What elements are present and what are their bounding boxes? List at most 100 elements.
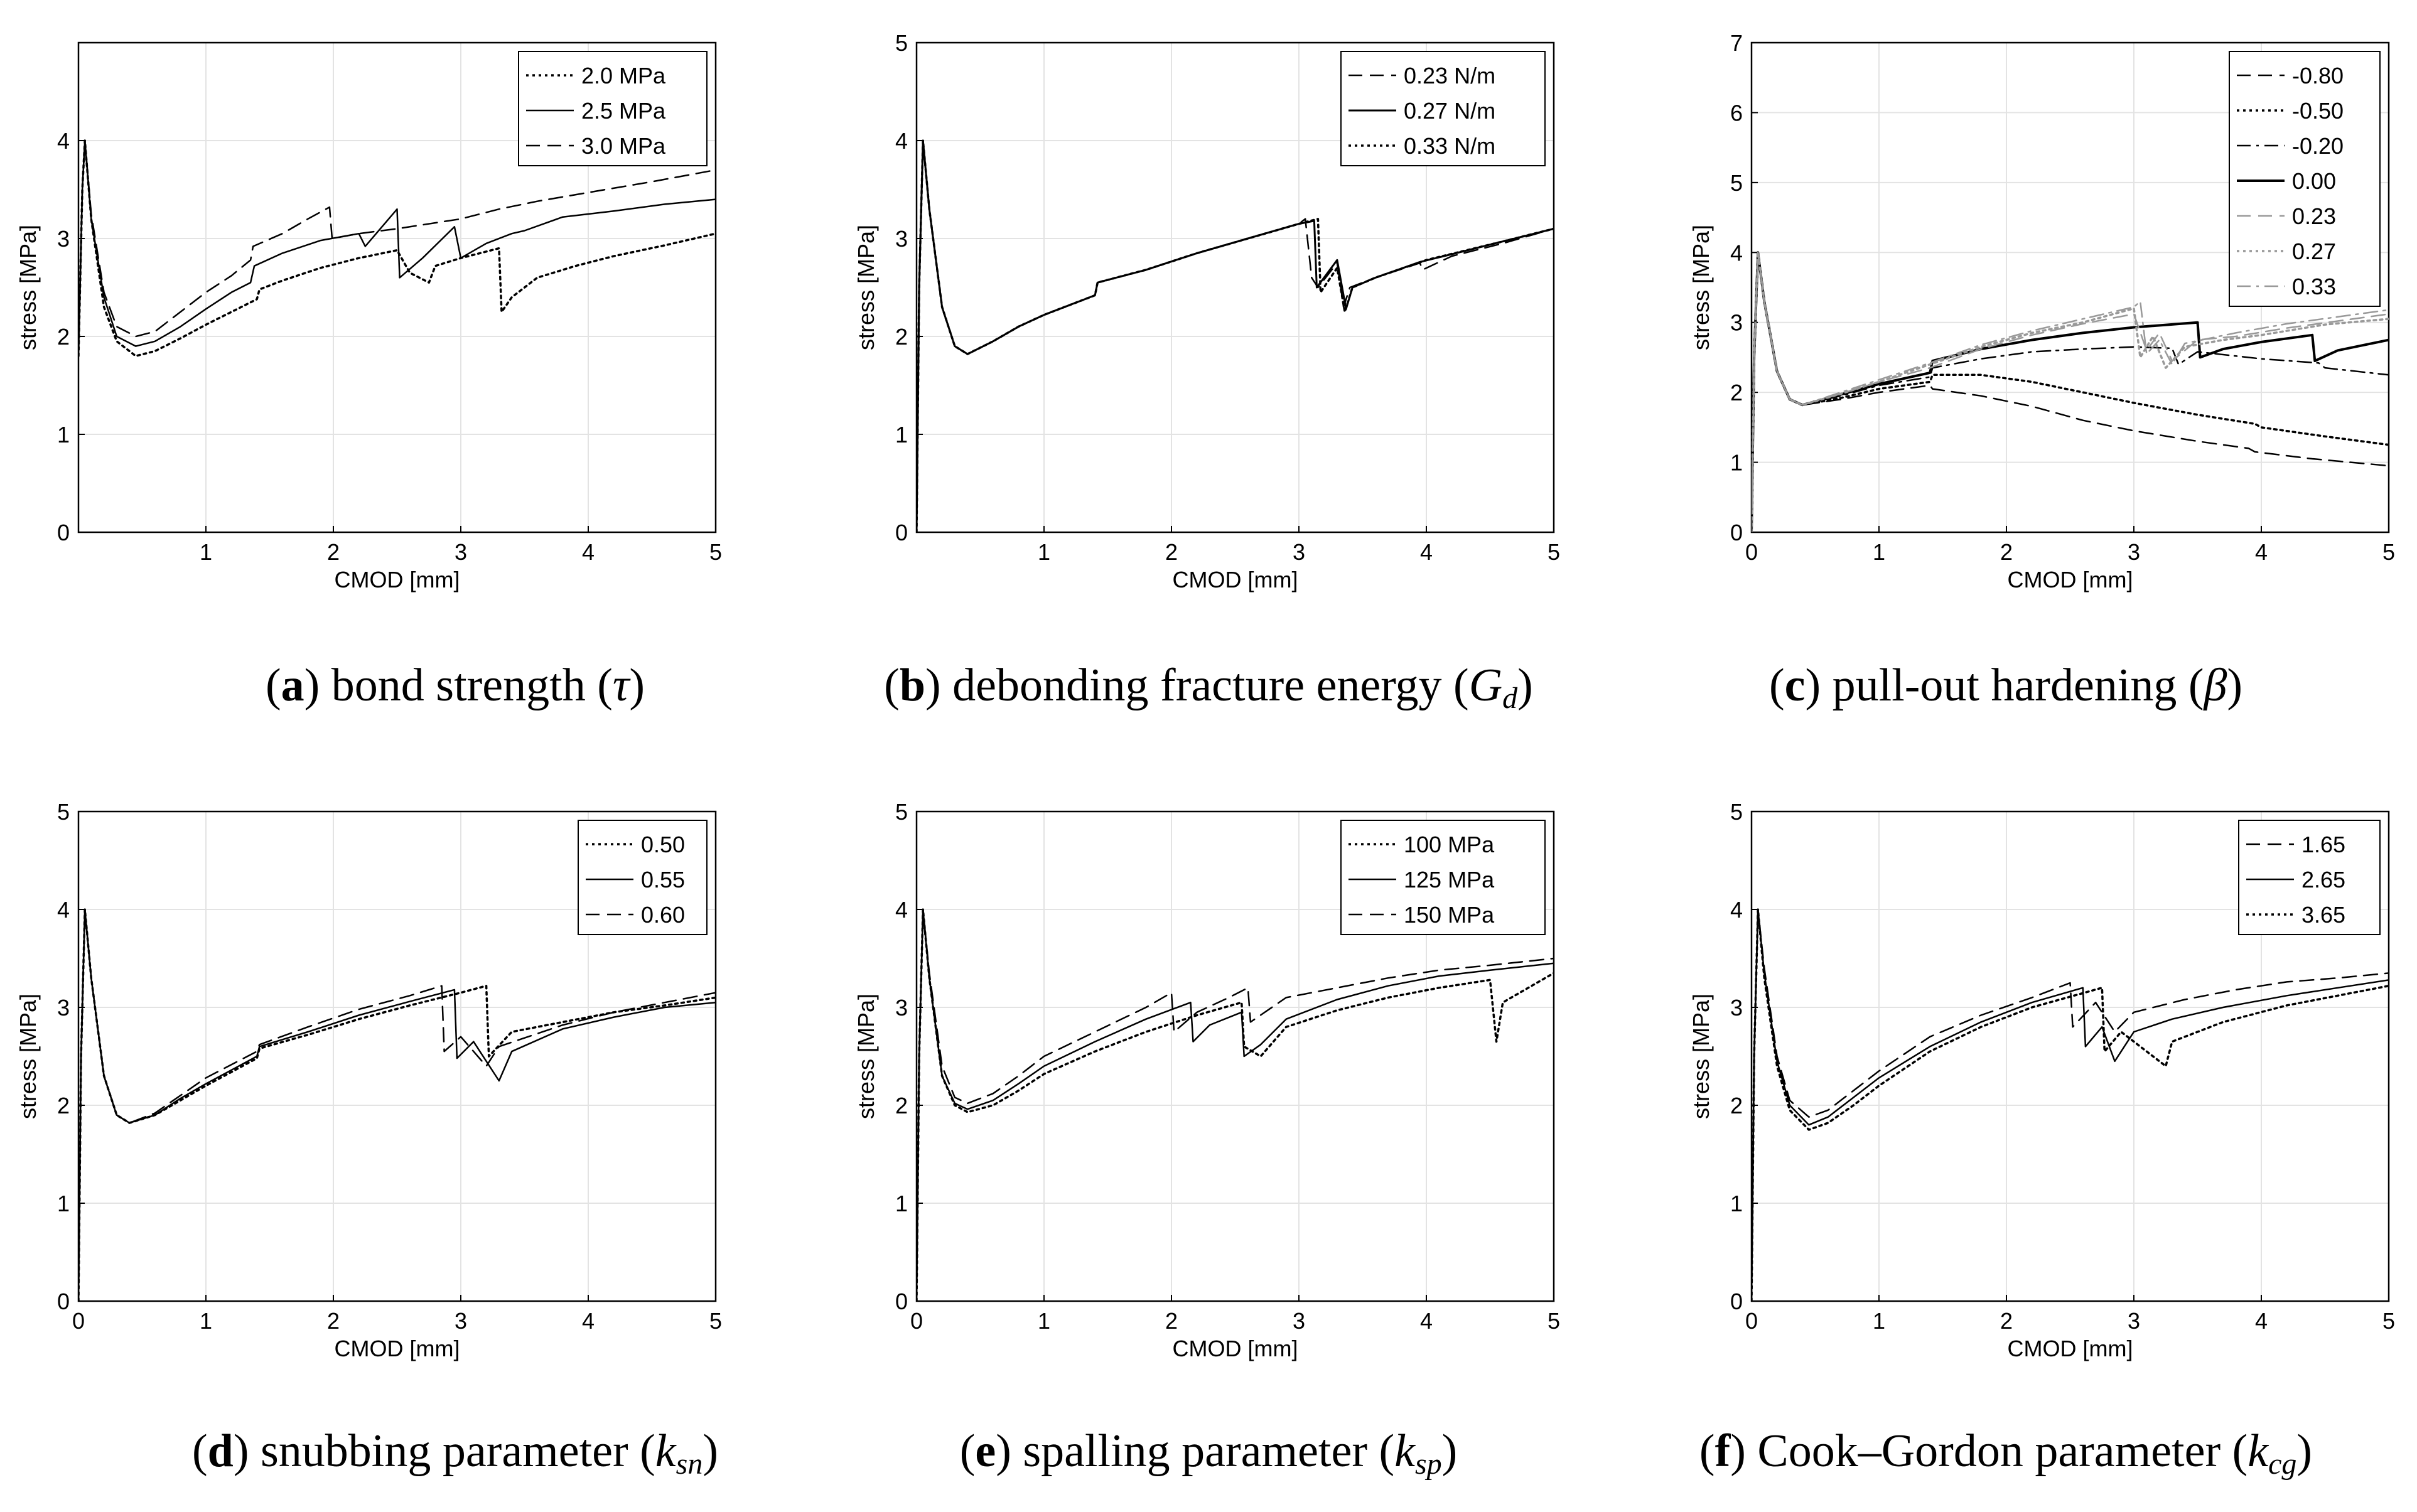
- series-group: [917, 908, 1554, 1301]
- caption-text: spalling parameter (: [1011, 1425, 1395, 1477]
- y-tick-label: 4: [895, 128, 908, 154]
- caption-d: (d) snubbing parameter (ksn): [63, 1425, 848, 1481]
- y-tick-label: 4: [895, 897, 908, 923]
- caption-symbol: k: [655, 1425, 676, 1477]
- x-tick-label: 3: [455, 1308, 467, 1334]
- x-tick-label: 3: [1293, 539, 1305, 565]
- x-tick-label: 1: [1038, 539, 1050, 565]
- x-tick-label: 1: [1873, 539, 1885, 565]
- y-tick-label: 4: [1730, 240, 1743, 265]
- caption-open: (: [192, 1425, 208, 1477]
- series-line: [78, 139, 716, 357]
- caption-text: bond strength (: [320, 660, 613, 711]
- series-line: [78, 139, 716, 357]
- legend-label: 2.65: [2301, 867, 2345, 893]
- series-line: [1752, 908, 2389, 1301]
- series-group: [1752, 251, 2389, 532]
- y-tick-label: 2: [895, 324, 908, 350]
- x-tick-label: 5: [709, 539, 722, 565]
- x-tick-label: 5: [2382, 1308, 2395, 1334]
- x-tick-label: 4: [1420, 539, 1433, 565]
- caption-symbol: k: [1394, 1425, 1415, 1477]
- x-tick-label: 4: [2255, 1308, 2268, 1334]
- legend-label: 2.5 MPa: [581, 98, 666, 124]
- caption-close: ): [996, 1425, 1011, 1477]
- legend-label: 1.65: [2301, 832, 2345, 857]
- chart-panel: 0 1 2 3 4 5 0 1 2 3 4 5 6 7 CMOD [mm] stress [MPa] -0.80…: [1688, 30, 2395, 592]
- series-line: [917, 908, 1554, 1301]
- x-tick-label: 5: [1548, 1308, 1560, 1334]
- legend-label: 0.00: [2292, 168, 2336, 194]
- y-tick-label: 2: [1730, 380, 1743, 405]
- series-line: [1752, 252, 2389, 532]
- y-tick-label: 2: [1730, 1093, 1743, 1118]
- caption-e: (e) spalling parameter (ksp): [816, 1425, 1601, 1481]
- legend-box: [1340, 820, 1546, 935]
- caption-symbol: β: [2204, 660, 2227, 711]
- legend-label: 0.33: [2292, 274, 2336, 299]
- y-tick-label: 1: [1730, 450, 1743, 476]
- y-tick-label: 3: [895, 226, 908, 252]
- axes-frame: [77, 810, 717, 1302]
- y-tick-label: 1: [57, 1191, 70, 1216]
- caption-letter: c: [1784, 660, 1806, 711]
- y-tick-label: 0: [1730, 520, 1743, 545]
- x-tick-label: 1: [1038, 1308, 1050, 1334]
- legend-label: 125 MPa: [1404, 867, 1495, 893]
- x-tick-label: 0: [1745, 1308, 1758, 1334]
- y-axis-label: stress [MPa]: [1688, 225, 1714, 350]
- caption-subscript: cg: [2268, 1447, 2297, 1481]
- x-tick-label: 2: [1165, 539, 1178, 565]
- series-line: [917, 908, 1554, 1301]
- x-tick-label: 1: [200, 539, 212, 565]
- legend: 0.50 0.55 0.60: [578, 820, 708, 935]
- legend-box: [518, 51, 708, 166]
- x-tick-label: 0: [1745, 539, 1758, 565]
- caption-close: ): [304, 660, 320, 711]
- caption-symbol: G: [1468, 660, 1503, 711]
- y-tick-label: 3: [1730, 310, 1743, 336]
- legend-label: -0.20: [2292, 133, 2344, 159]
- caption-letter: f: [1715, 1425, 1731, 1477]
- axes-frame: [1750, 810, 2390, 1302]
- caption-end: ): [2227, 660, 2243, 711]
- y-axis-label: stress [MPa]: [15, 225, 41, 350]
- y-tick-label: 5: [895, 799, 908, 825]
- y-axis-label: stress [MPa]: [853, 994, 879, 1119]
- y-tick-label: 1: [57, 422, 70, 448]
- caption-open: (: [1768, 660, 1785, 711]
- caption-f: (f) Cook–Gordon parameter (kcg): [1613, 1425, 2398, 1481]
- caption-a: (a) bond strength (τ): [63, 659, 848, 716]
- x-axis-label: CMOD [mm]: [2008, 567, 2133, 592]
- y-tick-label: 1: [895, 1191, 908, 1216]
- legend: 100 MPa 125 MPa 150 MPa: [1340, 820, 1546, 935]
- x-tick-label: 2: [2000, 539, 2013, 565]
- x-tick-label: 4: [582, 539, 595, 565]
- legend-label: 0.23 N/m: [1404, 63, 1495, 88]
- y-tick-label: 0: [1730, 1289, 1743, 1314]
- y-tick-label: 1: [1730, 1191, 1743, 1216]
- legend-label: 0.27 N/m: [1404, 98, 1495, 124]
- x-tick-label: 4: [1420, 1308, 1433, 1334]
- x-tick-label: 4: [2255, 539, 2268, 565]
- caption-letter: e: [975, 1425, 996, 1477]
- caption-open: (: [959, 1425, 976, 1477]
- caption-symbol: k: [2247, 1425, 2269, 1477]
- caption-letter: d: [207, 1425, 234, 1477]
- x-tick-label: 1: [200, 1308, 212, 1334]
- y-tick-label: 4: [57, 128, 70, 154]
- x-axis-label: CMOD [mm]: [335, 567, 460, 592]
- series-group: [917, 139, 1554, 532]
- axes-frame: [77, 41, 717, 533]
- axes-frame: [915, 41, 1555, 533]
- legend-box: [2238, 820, 2381, 935]
- chart-panel: 1 2 3 4 5 0 1 2 3 4 5 CMOD [mm] stress [MPa] 0.23 N/m…: [853, 30, 1560, 592]
- legend-label: 3.0 MPa: [581, 133, 666, 159]
- y-axis-label: stress [MPa]: [1688, 994, 1714, 1119]
- caption-subscript: sn: [676, 1447, 703, 1481]
- x-axis-label: CMOD [mm]: [2008, 1336, 2133, 1361]
- legend-label: 3.65: [2301, 902, 2345, 928]
- caption-end: ): [1517, 660, 1533, 711]
